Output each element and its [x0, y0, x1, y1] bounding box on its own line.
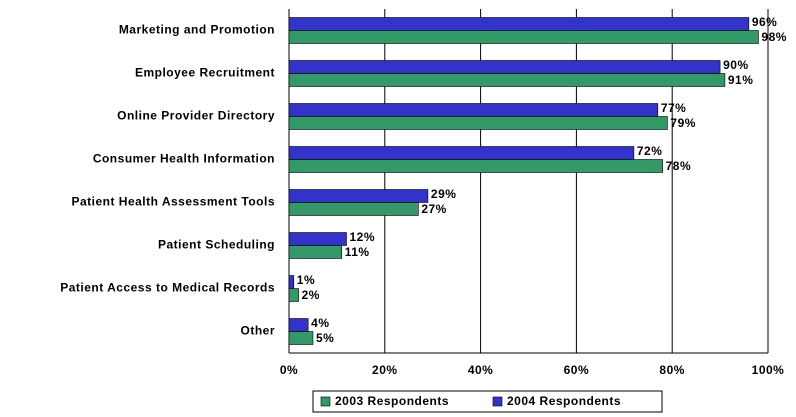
bar — [288, 318, 309, 332]
bar — [288, 189, 429, 203]
legend-swatch — [492, 396, 503, 407]
value-label: 2% — [302, 288, 320, 302]
bar — [288, 159, 663, 173]
value-label: 5% — [316, 331, 334, 345]
bar — [288, 30, 759, 44]
y-tick-label: Marketing and Promotion — [119, 23, 275, 37]
bar — [288, 73, 726, 87]
x-tick-label: 100% — [752, 363, 785, 377]
value-label: 79% — [670, 116, 696, 130]
bar — [288, 60, 721, 74]
y-tick-label: Online Provider Directory — [117, 109, 275, 123]
legend-box — [312, 390, 663, 413]
x-tick-label: 80% — [659, 363, 685, 377]
value-label: 98% — [761, 30, 787, 44]
x-tick-label: 60% — [564, 363, 590, 377]
y-tick-label: Other — [240, 324, 275, 338]
value-label: 12% — [349, 230, 375, 244]
legend-label: 2003 Respondents — [335, 394, 449, 408]
bar — [288, 17, 750, 31]
value-label: 91% — [728, 73, 754, 87]
bar — [288, 146, 635, 160]
bar — [288, 103, 659, 117]
x-tick-label: 0% — [280, 363, 298, 377]
value-label: 78% — [666, 159, 692, 173]
value-label: 11% — [345, 245, 370, 259]
x-tick-label: 20% — [372, 363, 398, 377]
y-tick-label: Patient Health Assessment Tools — [71, 195, 275, 209]
value-label: 72% — [637, 144, 663, 158]
bar — [288, 245, 342, 259]
value-label: 1% — [297, 273, 315, 287]
bar — [288, 275, 295, 289]
legend-label: 2004 Respondents — [507, 394, 621, 408]
value-label: 96% — [752, 15, 778, 29]
value-label: 4% — [311, 316, 329, 330]
y-tick-label: Employee Recruitment — [135, 66, 275, 80]
y-tick-label: Patient Scheduling — [158, 238, 275, 252]
bar — [288, 331, 314, 345]
value-label: 90% — [723, 58, 749, 72]
y-tick-label: Consumer Health Information — [93, 152, 275, 166]
legend-swatch — [320, 396, 331, 407]
bar — [288, 202, 419, 216]
bar — [288, 116, 668, 130]
bar — [288, 288, 299, 302]
bar — [288, 232, 347, 246]
x-tick-label: 40% — [468, 363, 494, 377]
value-label: 27% — [421, 202, 447, 216]
y-tick-label: Patient Access to Medical Records — [60, 281, 275, 295]
value-label: 77% — [661, 101, 687, 115]
value-label: 29% — [431, 187, 457, 201]
